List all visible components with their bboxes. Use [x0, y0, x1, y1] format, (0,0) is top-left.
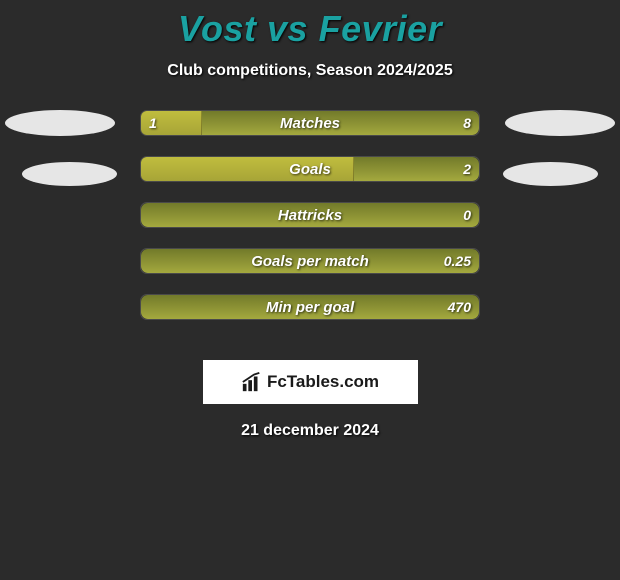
comparison-chart: 1Matches8 Goals2 Hattricks0 Goals per match… — [0, 110, 620, 350]
stat-bar: Hattricks0 — [140, 202, 480, 228]
bar-fill — [141, 157, 354, 181]
bar-value-right: 0 — [463, 203, 471, 227]
bar-value-left: 1 — [149, 111, 157, 135]
bars-container: 1Matches8 Goals2 Hattricks0 Goals per match… — [140, 110, 480, 340]
bar-value-right: 0.25 — [444, 249, 471, 273]
stat-bar: 1Matches8 — [140, 110, 480, 136]
bar-value-right: 2 — [463, 157, 471, 181]
player2-badge-top — [505, 110, 615, 136]
stat-bar: Goals2 — [140, 156, 480, 182]
stat-bar: Goals per match0.25 — [140, 248, 480, 274]
bar-value-right: 8 — [463, 111, 471, 135]
player1-badge-top — [5, 110, 115, 136]
player1-name: Vost — [178, 8, 257, 49]
bar-background — [141, 203, 479, 227]
page-title: Vost vs Fevrier — [0, 0, 620, 50]
vs-text: vs — [267, 8, 308, 49]
bar-background — [141, 295, 479, 319]
player2-badge-bottom — [503, 162, 598, 186]
player2-name: Fevrier — [319, 8, 443, 49]
chart-icon — [241, 371, 263, 393]
bar-value-right: 470 — [448, 295, 471, 319]
date-text: 21 december 2024 — [0, 422, 620, 440]
player1-badge-bottom — [22, 162, 117, 186]
stat-bar: Min per goal470 — [140, 294, 480, 320]
site-logo: FcTables.com — [203, 360, 418, 404]
subtitle: Club competitions, Season 2024/2025 — [0, 62, 620, 80]
logo-text: FcTables.com — [267, 372, 379, 392]
bar-background — [141, 249, 479, 273]
